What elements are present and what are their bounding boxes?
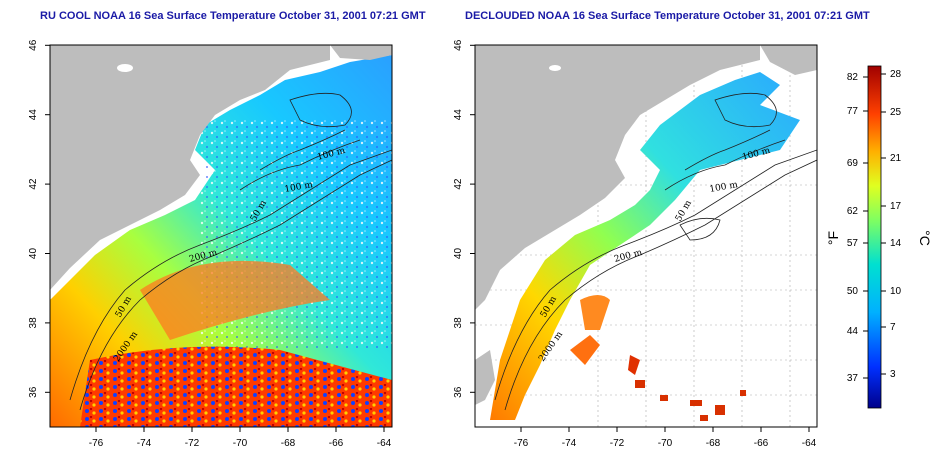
colorbar-scale <box>867 65 882 409</box>
left-lon-tick-label: -64 <box>377 438 392 449</box>
celsius-tick-label: 25 <box>890 107 902 118</box>
right-land-south <box>475 350 495 405</box>
right-ocean-field <box>490 72 800 420</box>
left-lon-tick-label: -76 <box>89 438 104 449</box>
fahrenheit-tick-label: 57 <box>847 238 859 249</box>
left-map: 100 m 100 m 50 m 200 m 50 m 2000 m <box>50 45 392 427</box>
right-lon-tick-label: -68 <box>706 438 721 449</box>
fahrenheit-tick-label: 62 <box>847 206 859 217</box>
right-warm-patch <box>570 335 600 365</box>
celsius-tick-label: 21 <box>890 153 902 164</box>
left-lat-tick-label: 44 <box>28 109 39 121</box>
left-gulfstream-noise <box>80 346 392 427</box>
celsius-tick-label: 3 <box>890 369 896 380</box>
right-lat-tick-label: 38 <box>453 317 464 329</box>
left-land-east <box>330 45 392 60</box>
fahrenheit-tick-label: 37 <box>847 373 859 384</box>
colorbar: 82 77 69 62 57 50 44 37 28 25 21 17 14 10 7 3 °F °C <box>825 65 933 409</box>
left-contour-label: 100 m <box>284 180 314 195</box>
left-contours <box>69 92 392 411</box>
right-warm-patch <box>580 295 610 330</box>
right-land <box>475 45 760 310</box>
left-lon-tick-label: -70 <box>233 438 248 449</box>
fahrenheit-tick-label: 69 <box>847 158 859 169</box>
right-map-frame <box>474 44 818 428</box>
right-warm-patch <box>628 355 640 375</box>
right-contours <box>494 92 817 411</box>
right-lon-tick-label: -72 <box>610 438 625 449</box>
fahrenheit-tick-label: 44 <box>847 326 859 337</box>
left-lat-tick-label: 38 <box>28 317 39 329</box>
right-map-title: DECLOUDED NOAA 16 Sea Surface Temperatur… <box>465 10 870 22</box>
right-lat-tick-label: 42 <box>453 178 464 190</box>
fahrenheit-unit-label: °F <box>825 231 841 245</box>
celsius-tick-label: 17 <box>890 201 902 212</box>
fahrenheit-tick-label: 50 <box>847 286 859 297</box>
right-lon-tick-label: -66 <box>754 438 769 449</box>
fahrenheit-tick-label: 77 <box>847 106 859 117</box>
left-map-title: RU COOL NOAA 16 Sea Surface Temperature … <box>40 10 426 22</box>
left-warm-band <box>140 260 330 340</box>
fahrenheit-tick-label: 82 <box>847 72 859 83</box>
left-lon-tick-label: -72 <box>185 438 200 449</box>
left-lat-tick-label: 42 <box>28 178 39 190</box>
right-lat-tick-label: 44 <box>453 109 464 121</box>
celsius-tick-label: 28 <box>890 69 902 80</box>
celsius-tick-label: 10 <box>890 286 902 297</box>
left-lat-tick-label: 36 <box>28 386 39 398</box>
left-lon-tick-label: -66 <box>329 438 344 449</box>
right-lat-tick-label: 46 <box>453 39 464 51</box>
colorbar-ticks: 82 77 69 62 57 50 44 37 28 25 21 17 14 10 7 3 <box>847 69 902 384</box>
right-land-east <box>760 45 817 75</box>
right-contour-label: 100 m <box>709 180 739 195</box>
right-hot-spots <box>635 380 746 421</box>
left-axes: -76 -74 -72 -70 -68 -66 -64 36 38 40 42 44 46 <box>28 39 392 449</box>
right-axes: -76 -74 -72 -70 -68 -66 -64 36 38 40 42 44 46 <box>453 39 817 449</box>
celsius-tick-label: 7 <box>890 322 896 333</box>
left-land <box>50 45 330 290</box>
right-lat-tick-label: 36 <box>453 386 464 398</box>
left-lake <box>117 64 133 72</box>
right-lon-tick-label: -76 <box>514 438 529 449</box>
left-lon-tick-label: -74 <box>137 438 152 449</box>
right-map: 100 m 100 m 50 m 200 m 50 m 2000 m <box>475 45 817 427</box>
right-lake <box>549 65 561 71</box>
celsius-tick-label: 14 <box>890 238 902 249</box>
right-lon-tick-label: -70 <box>658 438 673 449</box>
left-lat-tick-label: 40 <box>28 248 39 260</box>
right-lon-tick-label: -64 <box>802 438 817 449</box>
left-lat-tick-label: 46 <box>28 39 39 51</box>
right-lon-tick-label: -74 <box>562 438 577 449</box>
celsius-unit-label: °C <box>917 230 933 246</box>
left-lon-tick-label: -68 <box>281 438 296 449</box>
right-lat-tick-label: 40 <box>453 248 464 260</box>
left-map-frame <box>49 44 393 428</box>
